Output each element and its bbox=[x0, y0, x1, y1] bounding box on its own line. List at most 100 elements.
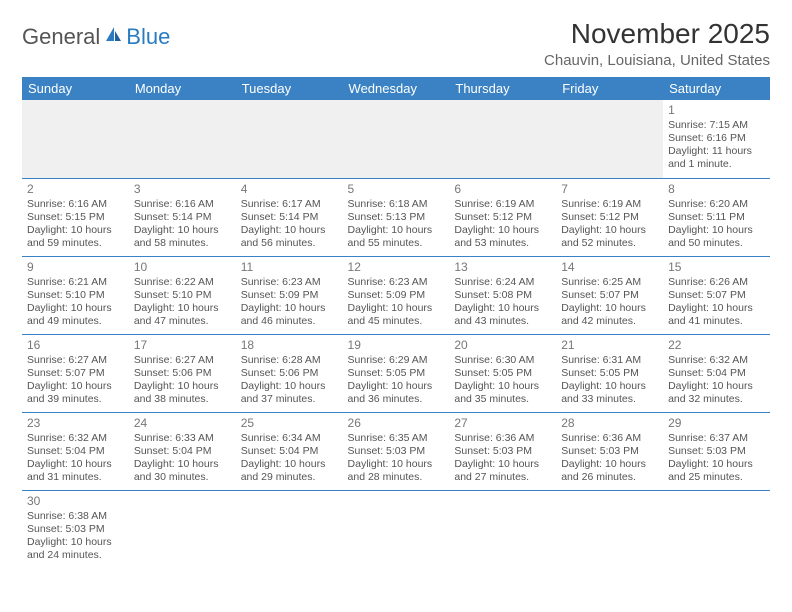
day-daylight1: Daylight: 10 hours bbox=[134, 380, 231, 393]
calendar-day-cell: 15Sunrise: 6:26 AMSunset: 5:07 PMDayligh… bbox=[663, 256, 770, 334]
day-daylight2: and 56 minutes. bbox=[241, 237, 338, 250]
day-sunrise: Sunrise: 6:30 AM bbox=[454, 354, 551, 367]
day-number: 16 bbox=[27, 338, 124, 353]
day-number: 4 bbox=[241, 182, 338, 197]
day-number: 17 bbox=[134, 338, 231, 353]
calendar-day-cell bbox=[449, 100, 556, 178]
calendar-week-row: 16Sunrise: 6:27 AMSunset: 5:07 PMDayligh… bbox=[22, 334, 770, 412]
day-sunrise: Sunrise: 6:21 AM bbox=[27, 276, 124, 289]
day-sunrise: Sunrise: 6:36 AM bbox=[454, 432, 551, 445]
day-daylight1: Daylight: 10 hours bbox=[454, 224, 551, 237]
day-number: 26 bbox=[348, 416, 445, 431]
calendar-day-cell: 11Sunrise: 6:23 AMSunset: 5:09 PMDayligh… bbox=[236, 256, 343, 334]
day-sunrise: Sunrise: 6:29 AM bbox=[348, 354, 445, 367]
day-number: 7 bbox=[561, 182, 658, 197]
day-daylight1: Daylight: 10 hours bbox=[27, 536, 124, 549]
day-number: 11 bbox=[241, 260, 338, 275]
brand-logo: General Blue bbox=[22, 24, 170, 50]
day-number: 18 bbox=[241, 338, 338, 353]
day-daylight1: Daylight: 10 hours bbox=[454, 380, 551, 393]
day-daylight1: Daylight: 11 hours bbox=[668, 145, 765, 158]
calendar-day-cell: 21Sunrise: 6:31 AMSunset: 5:05 PMDayligh… bbox=[556, 334, 663, 412]
day-daylight1: Daylight: 10 hours bbox=[348, 380, 445, 393]
day-sunrise: Sunrise: 6:32 AM bbox=[668, 354, 765, 367]
day-daylight2: and 1 minute. bbox=[668, 158, 765, 171]
day-daylight1: Daylight: 10 hours bbox=[668, 380, 765, 393]
day-sunset: Sunset: 5:06 PM bbox=[134, 367, 231, 380]
day-daylight2: and 47 minutes. bbox=[134, 315, 231, 328]
day-sunset: Sunset: 5:04 PM bbox=[668, 367, 765, 380]
day-daylight2: and 38 minutes. bbox=[134, 393, 231, 406]
day-daylight1: Daylight: 10 hours bbox=[561, 380, 658, 393]
day-number: 8 bbox=[668, 182, 765, 197]
day-daylight1: Daylight: 10 hours bbox=[668, 302, 765, 315]
day-number: 10 bbox=[134, 260, 231, 275]
calendar-day-cell: 27Sunrise: 6:36 AMSunset: 5:03 PMDayligh… bbox=[449, 412, 556, 490]
calendar-day-cell bbox=[236, 490, 343, 568]
day-daylight1: Daylight: 10 hours bbox=[134, 458, 231, 471]
day-sunset: Sunset: 5:10 PM bbox=[27, 289, 124, 302]
calendar-day-cell: 28Sunrise: 6:36 AMSunset: 5:03 PMDayligh… bbox=[556, 412, 663, 490]
calendar-week-row: 23Sunrise: 6:32 AMSunset: 5:04 PMDayligh… bbox=[22, 412, 770, 490]
calendar-day-cell bbox=[129, 100, 236, 178]
day-sunrise: Sunrise: 6:17 AM bbox=[241, 198, 338, 211]
calendar-day-cell: 26Sunrise: 6:35 AMSunset: 5:03 PMDayligh… bbox=[343, 412, 450, 490]
day-daylight2: and 28 minutes. bbox=[348, 471, 445, 484]
day-sunrise: Sunrise: 7:15 AM bbox=[668, 119, 765, 132]
day-sunset: Sunset: 5:07 PM bbox=[561, 289, 658, 302]
day-number: 28 bbox=[561, 416, 658, 431]
calendar-day-cell: 23Sunrise: 6:32 AMSunset: 5:04 PMDayligh… bbox=[22, 412, 129, 490]
day-daylight2: and 33 minutes. bbox=[561, 393, 658, 406]
day-daylight1: Daylight: 10 hours bbox=[27, 458, 124, 471]
calendar-day-cell: 9Sunrise: 6:21 AMSunset: 5:10 PMDaylight… bbox=[22, 256, 129, 334]
day-daylight2: and 42 minutes. bbox=[561, 315, 658, 328]
day-daylight1: Daylight: 10 hours bbox=[134, 302, 231, 315]
day-sunrise: Sunrise: 6:31 AM bbox=[561, 354, 658, 367]
day-daylight1: Daylight: 10 hours bbox=[454, 458, 551, 471]
day-number: 1 bbox=[668, 103, 765, 118]
day-sunrise: Sunrise: 6:37 AM bbox=[668, 432, 765, 445]
calendar-day-cell bbox=[556, 490, 663, 568]
weekday-header: Wednesday bbox=[343, 77, 450, 100]
day-daylight2: and 46 minutes. bbox=[241, 315, 338, 328]
day-daylight1: Daylight: 10 hours bbox=[668, 458, 765, 471]
calendar-day-cell: 3Sunrise: 6:16 AMSunset: 5:14 PMDaylight… bbox=[129, 178, 236, 256]
day-number: 14 bbox=[561, 260, 658, 275]
day-number: 15 bbox=[668, 260, 765, 275]
day-sunrise: Sunrise: 6:22 AM bbox=[134, 276, 231, 289]
day-number: 9 bbox=[27, 260, 124, 275]
day-sunset: Sunset: 5:03 PM bbox=[27, 523, 124, 536]
day-sunrise: Sunrise: 6:25 AM bbox=[561, 276, 658, 289]
day-sunset: Sunset: 5:04 PM bbox=[241, 445, 338, 458]
calendar-day-cell: 7Sunrise: 6:19 AMSunset: 5:12 PMDaylight… bbox=[556, 178, 663, 256]
day-sunrise: Sunrise: 6:32 AM bbox=[27, 432, 124, 445]
calendar-day-cell bbox=[343, 100, 450, 178]
calendar-week-row: 2Sunrise: 6:16 AMSunset: 5:15 PMDaylight… bbox=[22, 178, 770, 256]
calendar-day-cell bbox=[129, 490, 236, 568]
logo-text-general: General bbox=[22, 24, 100, 50]
calendar-day-cell: 16Sunrise: 6:27 AMSunset: 5:07 PMDayligh… bbox=[22, 334, 129, 412]
day-sunset: Sunset: 5:03 PM bbox=[561, 445, 658, 458]
day-sunset: Sunset: 5:11 PM bbox=[668, 211, 765, 224]
weekday-header: Monday bbox=[129, 77, 236, 100]
day-daylight1: Daylight: 10 hours bbox=[241, 224, 338, 237]
day-daylight1: Daylight: 10 hours bbox=[241, 458, 338, 471]
calendar-day-cell bbox=[556, 100, 663, 178]
day-daylight2: and 53 minutes. bbox=[454, 237, 551, 250]
day-sunset: Sunset: 5:13 PM bbox=[348, 211, 445, 224]
day-number: 13 bbox=[454, 260, 551, 275]
day-sunrise: Sunrise: 6:23 AM bbox=[241, 276, 338, 289]
day-daylight1: Daylight: 10 hours bbox=[27, 380, 124, 393]
weekday-header: Saturday bbox=[663, 77, 770, 100]
day-sunrise: Sunrise: 6:36 AM bbox=[561, 432, 658, 445]
day-sunrise: Sunrise: 6:23 AM bbox=[348, 276, 445, 289]
day-daylight1: Daylight: 10 hours bbox=[241, 380, 338, 393]
day-sunset: Sunset: 6:16 PM bbox=[668, 132, 765, 145]
calendar-day-cell bbox=[236, 100, 343, 178]
calendar-day-cell: 18Sunrise: 6:28 AMSunset: 5:06 PMDayligh… bbox=[236, 334, 343, 412]
weekday-header: Tuesday bbox=[236, 77, 343, 100]
day-sunrise: Sunrise: 6:38 AM bbox=[27, 510, 124, 523]
day-daylight2: and 31 minutes. bbox=[27, 471, 124, 484]
day-sunset: Sunset: 5:14 PM bbox=[134, 211, 231, 224]
day-sunrise: Sunrise: 6:27 AM bbox=[134, 354, 231, 367]
